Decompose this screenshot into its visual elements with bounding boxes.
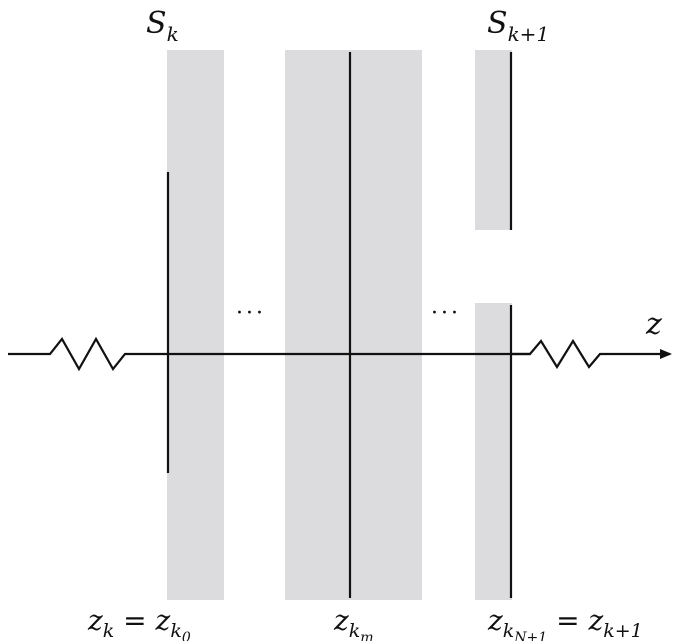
label-s-k: Sk bbox=[146, 6, 179, 46]
label-s-k-plus-1: Sk+1 bbox=[487, 6, 549, 46]
label-z-axis: z bbox=[645, 307, 662, 342]
shaded-band-right-bottom bbox=[475, 303, 512, 600]
label-zkN1-equals-zk1: zkN+1 = zk+1 bbox=[487, 604, 643, 641]
ellipsis-left: ··· bbox=[236, 301, 266, 326]
right-resistor-wire bbox=[511, 338, 672, 370]
label-zk-equals-zk0: zk = zk0 bbox=[87, 604, 191, 641]
left-resistor-wire bbox=[8, 336, 168, 372]
shaded-band-left bbox=[167, 50, 224, 600]
shaded-band-right-top bbox=[475, 50, 512, 230]
label-zkm: zkm bbox=[333, 604, 374, 641]
ellipsis-right: ··· bbox=[431, 301, 461, 326]
shaded-band-middle bbox=[285, 50, 422, 600]
